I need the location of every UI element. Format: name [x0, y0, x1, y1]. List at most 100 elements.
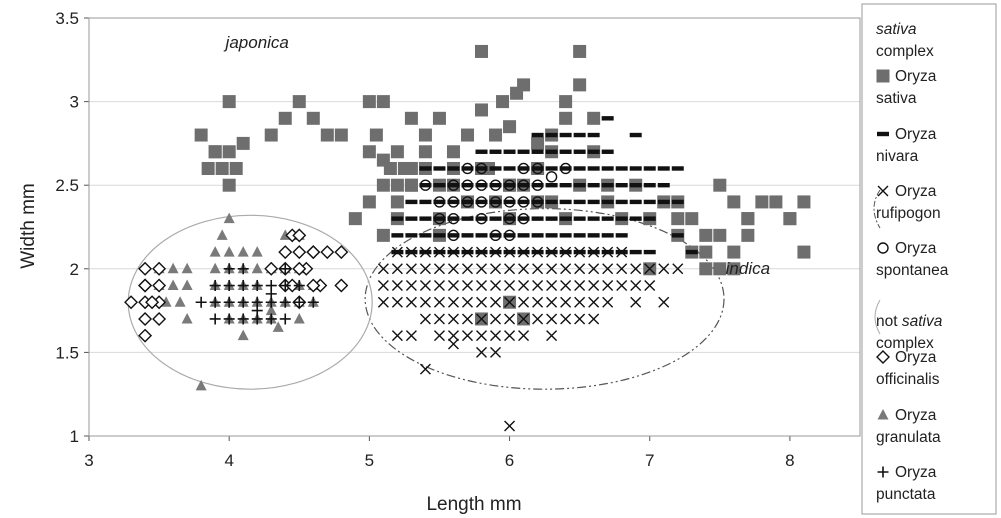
data-point — [419, 216, 432, 221]
data-point — [476, 313, 488, 325]
data-point — [419, 296, 431, 308]
data-point — [138, 278, 153, 293]
data-point — [265, 313, 277, 325]
data-point — [223, 246, 235, 257]
data-point — [405, 199, 418, 205]
data-point — [138, 261, 153, 276]
data-point — [362, 195, 376, 209]
legend-label-oryza-spontanea: Oryza spontanea — [876, 240, 949, 279]
data-point — [404, 161, 418, 175]
data-point — [222, 145, 236, 159]
y-tick-label: 3 — [70, 93, 79, 112]
data-point — [447, 330, 459, 342]
data-point — [461, 313, 473, 325]
legend-marker-oryza-officinalis — [876, 350, 890, 364]
series-oryza-rufipogon — [377, 246, 684, 432]
data-point — [629, 199, 642, 205]
data-point — [559, 199, 572, 205]
data-point — [489, 183, 502, 188]
series-oryza-punctata — [195, 263, 319, 325]
data-point — [461, 162, 474, 175]
data-point — [601, 233, 614, 238]
data-point — [503, 196, 516, 208]
data-point — [391, 296, 403, 308]
data-point — [517, 179, 530, 191]
data-point — [377, 263, 389, 275]
data-point — [490, 330, 502, 342]
annotation-japonica: japonica — [224, 33, 289, 52]
data-point — [391, 233, 404, 238]
data-point — [503, 229, 516, 242]
data-point — [517, 196, 530, 208]
data-point — [574, 313, 586, 325]
y-tick-label: 1 — [70, 427, 79, 446]
data-point — [588, 313, 600, 325]
data-point — [461, 179, 474, 191]
data-point — [518, 313, 530, 325]
data-point — [560, 280, 572, 292]
x-axis-title: Length mm — [426, 494, 521, 515]
data-point — [201, 161, 215, 175]
data-point — [517, 212, 530, 225]
data-point — [643, 199, 656, 205]
data-point — [560, 313, 572, 325]
data-point — [783, 212, 797, 226]
data-point — [419, 363, 431, 375]
data-point — [587, 183, 600, 188]
data-point — [616, 280, 628, 292]
data-point — [601, 216, 614, 221]
data-point — [658, 296, 670, 308]
data-point — [362, 95, 376, 109]
data-point — [216, 229, 228, 240]
data-point — [629, 183, 642, 188]
data-point — [545, 216, 558, 221]
data-point — [391, 216, 404, 221]
data-point — [615, 166, 628, 171]
data-point — [391, 280, 403, 292]
data-point — [545, 233, 558, 238]
data-point — [489, 196, 502, 208]
data-point — [138, 311, 153, 326]
data-point — [306, 278, 321, 293]
data-point — [588, 246, 600, 258]
data-point — [461, 246, 473, 258]
data-point — [419, 233, 432, 238]
data-point — [447, 183, 460, 188]
data-point — [376, 178, 390, 192]
data-point — [699, 262, 713, 276]
data-point — [489, 233, 502, 238]
data-point — [476, 296, 488, 308]
data-point — [369, 128, 383, 142]
data-point — [405, 330, 417, 342]
data-point — [797, 195, 811, 209]
data-point — [419, 183, 432, 188]
data-point — [419, 280, 431, 292]
plot-frame — [88, 17, 861, 437]
data-point — [503, 183, 516, 188]
data-point — [727, 195, 741, 209]
data-point — [237, 313, 249, 325]
data-point — [433, 196, 446, 208]
annotations: japonica indica — [224, 33, 771, 278]
data-point — [292, 261, 307, 276]
data-point — [546, 246, 558, 258]
data-point — [699, 245, 713, 259]
data-point — [251, 262, 263, 274]
data-point — [215, 161, 229, 175]
data-point — [503, 199, 516, 205]
data-point — [559, 132, 572, 138]
data-point — [587, 216, 600, 221]
data-point — [518, 246, 530, 258]
data-point — [447, 280, 459, 292]
data-point — [476, 280, 488, 292]
data-point — [476, 246, 488, 258]
data-point — [671, 212, 685, 226]
data-point — [671, 199, 684, 205]
data-point — [573, 78, 587, 92]
data-point — [475, 216, 488, 221]
x-tick-label: 4 — [224, 451, 233, 470]
legend-marker-oryza-nivara — [877, 131, 889, 137]
data-point — [503, 179, 516, 191]
data-point — [489, 216, 502, 221]
